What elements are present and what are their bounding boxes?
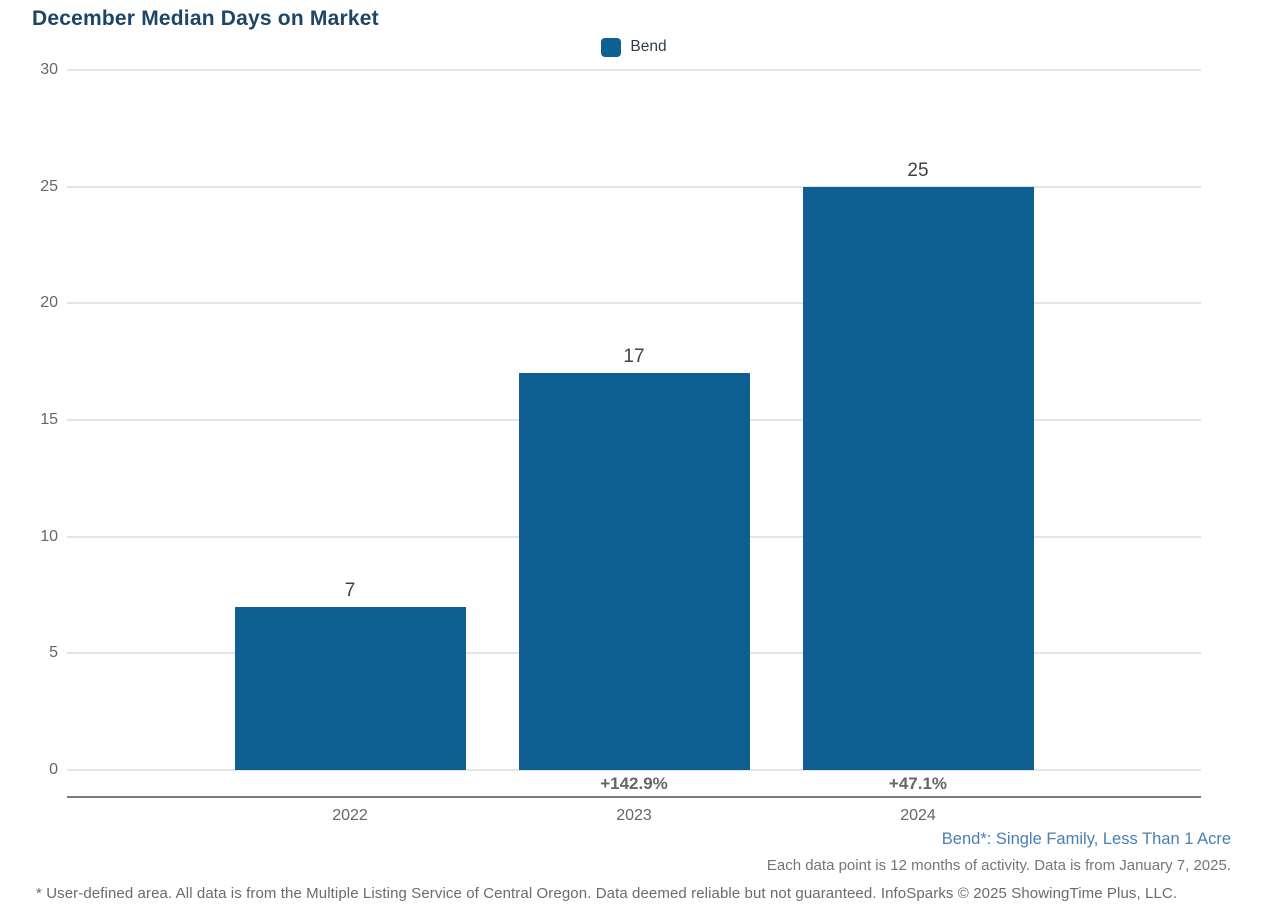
bar-value-label: 25 bbox=[907, 159, 929, 181]
x-axis-tick-label: 2023 bbox=[616, 807, 652, 824]
bar-2024[interactable] bbox=[802, 186, 1034, 770]
footer-disclaimer: * User-defined area. All data is from th… bbox=[36, 885, 1178, 902]
y-axis-tick-label: 20 bbox=[40, 294, 58, 312]
bar-value-label: 7 bbox=[344, 579, 356, 601]
x-axis-line bbox=[67, 796, 1201, 798]
y-axis-tick-label: 0 bbox=[49, 761, 58, 778]
bar-value-label: 17 bbox=[623, 346, 645, 368]
chart-title: December Median Days on Market bbox=[32, 7, 379, 30]
bar-2023[interactable] bbox=[518, 373, 750, 770]
y-axis-tick-label: 10 bbox=[40, 527, 58, 545]
bar-2022[interactable] bbox=[234, 606, 466, 770]
series-definition-note: Bend*: Single Family, Less Than 1 Acre bbox=[941, 830, 1231, 848]
pct-change-label: +47.1% bbox=[888, 774, 948, 793]
y-axis-tick-label: 30 bbox=[40, 61, 58, 78]
gridline bbox=[67, 69, 1201, 71]
x-axis-tick-label: 2024 bbox=[900, 807, 936, 824]
gridline bbox=[67, 185, 1201, 188]
legend: Bend bbox=[67, 36, 1201, 58]
legend-swatch-icon bbox=[601, 37, 622, 57]
data-period-note: Each data point is 12 months of activity… bbox=[766, 857, 1231, 874]
y-axis-tick-label: 25 bbox=[40, 177, 58, 195]
legend-label: Bend bbox=[630, 38, 667, 55]
pct-change-label: +142.9% bbox=[600, 774, 668, 793]
gridline bbox=[67, 769, 1201, 771]
y-axis-tick-label: 5 bbox=[49, 644, 58, 662]
y-axis-tick-label: 15 bbox=[40, 411, 58, 428]
gridline bbox=[67, 302, 1201, 305]
x-axis-tick-label: 2022 bbox=[332, 807, 368, 824]
